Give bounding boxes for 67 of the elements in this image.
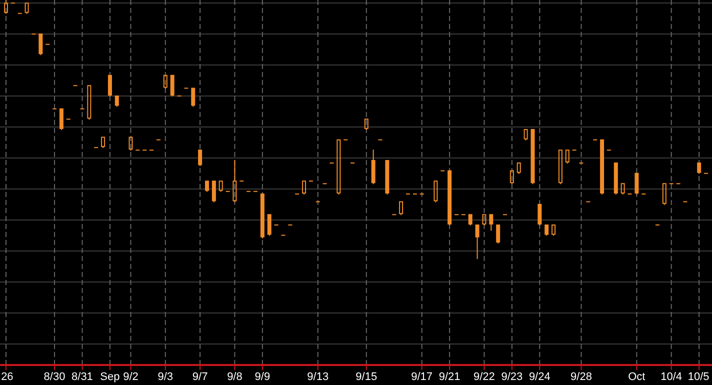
candlestick (510, 170, 514, 185)
candlestick (218, 180, 223, 192)
x-tick-label: 9/17 (411, 371, 433, 383)
candlestick (212, 180, 216, 202)
candlestick (496, 224, 500, 244)
candlestick (108, 74, 112, 96)
x-tick-label: 10/5 (688, 371, 710, 383)
x-tick-label: 9/7 (192, 371, 208, 383)
candlestick (538, 204, 542, 226)
candlestick (385, 160, 390, 194)
candlestick (38, 34, 43, 56)
candlestick (4, 0, 8, 14)
x-tick-label: 9/21 (438, 371, 460, 383)
candlestick (552, 224, 556, 236)
candlestick (198, 150, 202, 166)
x-tick-label: 26 (1, 371, 14, 383)
x-tick-label: 9/15 (356, 371, 378, 383)
candlestick (267, 214, 272, 236)
candlestick (475, 224, 480, 259)
candlestick (232, 159, 237, 203)
candlestick (399, 200, 404, 216)
candlestick (468, 214, 472, 226)
candlestick (163, 74, 168, 90)
candlestick (524, 128, 528, 141)
candlestick (260, 194, 264, 238)
x-tick-label: 8/30 (44, 371, 66, 383)
x-tick-label: 9/28 (570, 371, 592, 383)
candlestick (662, 182, 666, 206)
candlestick (59, 108, 64, 130)
candlestick (620, 182, 625, 195)
candlestick (697, 162, 702, 174)
candlestick (114, 95, 119, 107)
x-tick-label: 8/31 (72, 371, 93, 383)
x-tick-label: 9/24 (528, 371, 550, 383)
candlestick (434, 180, 438, 203)
candlestick (336, 138, 341, 195)
candlestick (302, 180, 306, 195)
candlestick (87, 84, 92, 120)
candlestick (600, 139, 604, 194)
x-tick-label: Oct (628, 371, 646, 383)
candlestick (530, 129, 535, 184)
x-tick-label: Sep (100, 371, 120, 383)
candlestick (191, 88, 196, 107)
x-tick-label: 9/8 (227, 371, 242, 383)
candlestick (516, 162, 521, 174)
x-tick-label: 9/2 (123, 371, 138, 383)
candlestick (448, 170, 452, 226)
candlestick (204, 180, 209, 192)
candlestick (482, 214, 486, 226)
x-tick-label: 10/4 (660, 371, 682, 383)
candlestick (544, 224, 549, 236)
candlestick (24, 2, 29, 14)
candlestick (170, 74, 174, 96)
candlestick (364, 118, 368, 130)
candlestick (634, 172, 639, 194)
x-tick-label: 9/22 (474, 371, 495, 383)
candlestick (128, 136, 133, 152)
candlestick (614, 162, 618, 194)
candlestick (101, 136, 106, 149)
x-tick-label: 9/23 (501, 371, 523, 383)
candlestick (565, 149, 570, 164)
x-tick-label: 9/9 (254, 371, 270, 383)
x-tick-label: 9/13 (307, 371, 329, 383)
candlestick (371, 150, 376, 184)
x-tick-label: 9/3 (158, 371, 174, 383)
candlestick (558, 149, 562, 185)
candlestick (489, 214, 494, 231)
